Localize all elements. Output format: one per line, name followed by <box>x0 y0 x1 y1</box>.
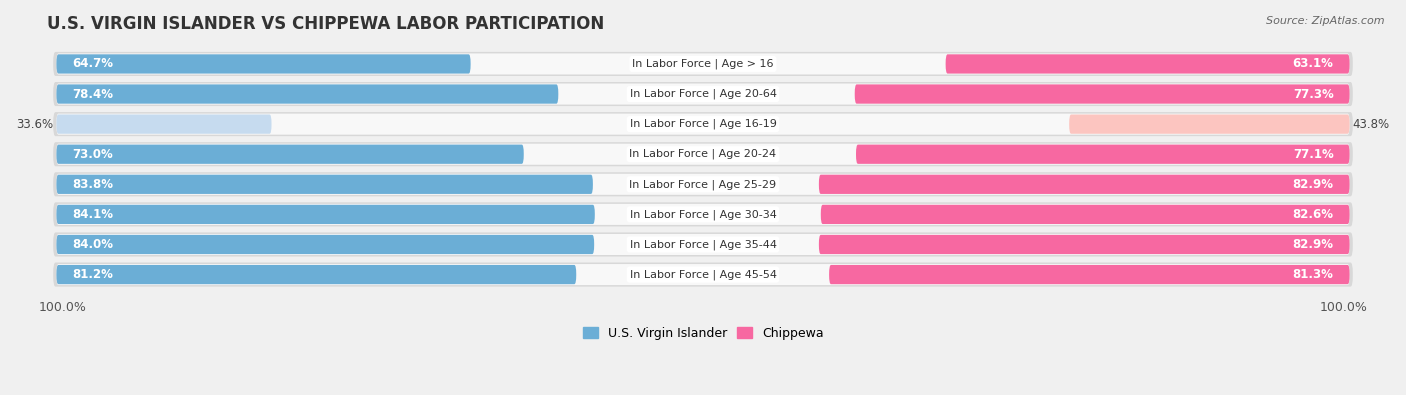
FancyBboxPatch shape <box>56 55 471 73</box>
Text: 43.8%: 43.8% <box>1353 118 1391 131</box>
Text: 77.3%: 77.3% <box>1294 88 1333 101</box>
FancyBboxPatch shape <box>53 142 1353 166</box>
Text: 83.8%: 83.8% <box>73 178 114 191</box>
Text: 81.2%: 81.2% <box>73 268 114 281</box>
Text: In Labor Force | Age 30-34: In Labor Force | Age 30-34 <box>630 209 776 220</box>
FancyBboxPatch shape <box>56 204 1350 225</box>
FancyBboxPatch shape <box>56 174 1350 195</box>
FancyBboxPatch shape <box>56 234 1350 255</box>
FancyBboxPatch shape <box>818 175 1350 194</box>
FancyBboxPatch shape <box>56 53 1350 75</box>
FancyBboxPatch shape <box>856 145 1350 164</box>
FancyBboxPatch shape <box>53 232 1353 256</box>
FancyBboxPatch shape <box>56 264 1350 285</box>
Text: In Labor Force | Age 16-19: In Labor Force | Age 16-19 <box>630 119 776 130</box>
FancyBboxPatch shape <box>56 114 1350 135</box>
FancyBboxPatch shape <box>56 85 558 103</box>
FancyBboxPatch shape <box>53 52 1353 76</box>
FancyBboxPatch shape <box>53 172 1353 196</box>
Text: 77.1%: 77.1% <box>1294 148 1333 161</box>
FancyBboxPatch shape <box>53 202 1353 226</box>
FancyBboxPatch shape <box>830 265 1350 284</box>
FancyBboxPatch shape <box>53 112 1353 136</box>
Text: In Labor Force | Age 25-29: In Labor Force | Age 25-29 <box>630 179 776 190</box>
FancyBboxPatch shape <box>56 265 576 284</box>
Text: In Labor Force | Age 45-54: In Labor Force | Age 45-54 <box>630 269 776 280</box>
Text: 33.6%: 33.6% <box>15 118 53 131</box>
Text: Source: ZipAtlas.com: Source: ZipAtlas.com <box>1267 16 1385 26</box>
Text: 63.1%: 63.1% <box>1292 57 1333 70</box>
FancyBboxPatch shape <box>56 235 595 254</box>
FancyBboxPatch shape <box>1069 115 1350 134</box>
Text: 82.9%: 82.9% <box>1292 178 1333 191</box>
Text: 82.6%: 82.6% <box>1292 208 1333 221</box>
FancyBboxPatch shape <box>855 85 1350 103</box>
Text: In Labor Force | Age > 16: In Labor Force | Age > 16 <box>633 59 773 69</box>
FancyBboxPatch shape <box>946 55 1350 73</box>
Text: 84.1%: 84.1% <box>73 208 114 221</box>
Text: 84.0%: 84.0% <box>73 238 114 251</box>
FancyBboxPatch shape <box>56 115 271 134</box>
FancyBboxPatch shape <box>821 205 1350 224</box>
Text: 82.9%: 82.9% <box>1292 238 1333 251</box>
Text: 81.3%: 81.3% <box>1292 268 1333 281</box>
FancyBboxPatch shape <box>53 82 1353 106</box>
Text: In Labor Force | Age 20-24: In Labor Force | Age 20-24 <box>630 149 776 160</box>
Text: In Labor Force | Age 20-64: In Labor Force | Age 20-64 <box>630 89 776 99</box>
FancyBboxPatch shape <box>818 235 1350 254</box>
FancyBboxPatch shape <box>56 175 593 194</box>
Text: In Labor Force | Age 35-44: In Labor Force | Age 35-44 <box>630 239 776 250</box>
Text: 78.4%: 78.4% <box>73 88 114 101</box>
Text: 73.0%: 73.0% <box>73 148 112 161</box>
Text: 64.7%: 64.7% <box>73 57 114 70</box>
FancyBboxPatch shape <box>56 144 1350 165</box>
FancyBboxPatch shape <box>56 205 595 224</box>
Text: U.S. VIRGIN ISLANDER VS CHIPPEWA LABOR PARTICIPATION: U.S. VIRGIN ISLANDER VS CHIPPEWA LABOR P… <box>46 15 605 33</box>
FancyBboxPatch shape <box>53 263 1353 287</box>
Legend: U.S. Virgin Islander, Chippewa: U.S. Virgin Islander, Chippewa <box>578 322 828 345</box>
FancyBboxPatch shape <box>56 145 524 164</box>
FancyBboxPatch shape <box>56 83 1350 105</box>
